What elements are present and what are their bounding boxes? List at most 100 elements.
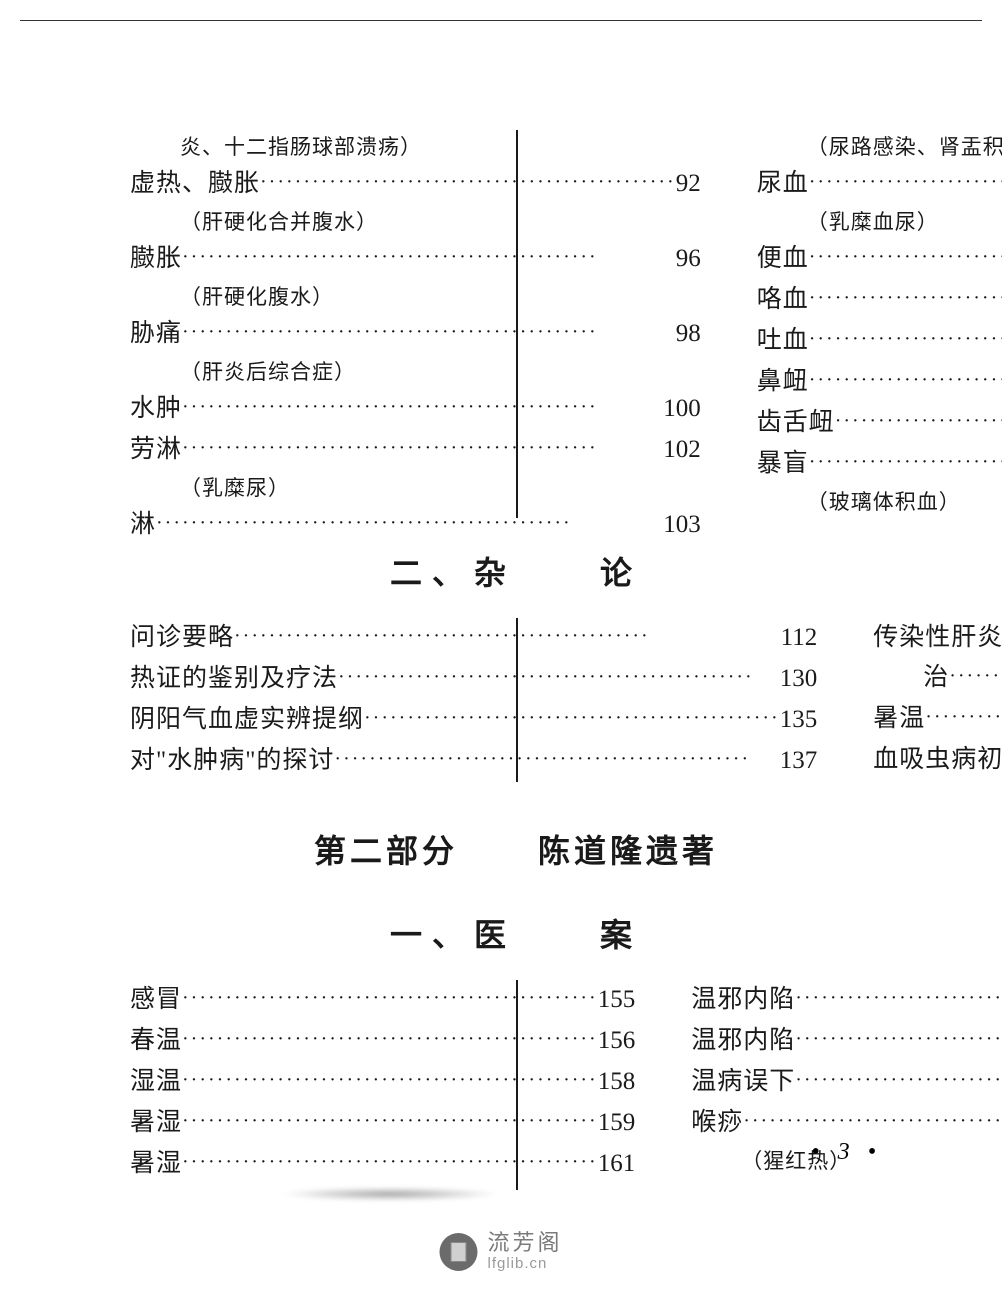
toc-entry: 暴盲110 (757, 444, 1002, 485)
col-left: 感冒155春温156湿温 158 暑湿 159 暑湿 161 (130, 980, 663, 1190)
toc-label: 热证的鉴别及疗法 (130, 659, 338, 699)
toc-label: 吐血 (757, 321, 809, 361)
toc-page: 159 (598, 1103, 636, 1143)
toc-entry: 暑湿 161 (130, 1144, 635, 1185)
page-number-value: 3 (838, 1139, 856, 1165)
toc-dots (809, 162, 1002, 202)
toc-label: 治 (923, 658, 949, 698)
watermark-icon (439, 1233, 477, 1271)
toc-block-1: 炎、十二指肠球部溃疡）虚热、臌胀92（肝硬化合并腹水）臌胀96（肝硬化腹水）胁痛… (130, 130, 902, 518)
toc-label: 温邪内陷 (691, 980, 795, 1020)
toc-dots (182, 1019, 598, 1059)
scan-artifact (280, 1187, 500, 1201)
toc-note: （乳糜血尿） (757, 205, 1002, 239)
toc-note: （肝硬化腹水） (130, 280, 701, 314)
toc-page: 102 (663, 430, 701, 470)
toc-dots (182, 1142, 598, 1182)
toc-dots (809, 319, 1002, 359)
toc-page: 155 (598, 980, 636, 1020)
toc-dots (334, 739, 779, 779)
page-number: • 3 • (811, 1139, 882, 1166)
toc-label: 齿舌衄 (757, 403, 835, 443)
part-title-a: 第二部分 (314, 833, 458, 869)
toc-label: 尿血 (757, 164, 809, 204)
toc-page: 98 (676, 314, 701, 354)
part-title-b: 陈道隆遗著 (538, 833, 718, 869)
toc-dots (795, 978, 1002, 1018)
toc-dots (182, 387, 663, 427)
toc-entry: 治139 (873, 658, 1002, 699)
toc-block-2: 问诊要略 112 热证的鉴别及疗法 130 阴阳气血虚实辨提纲 135对"水肿病"的探讨1… (130, 618, 902, 782)
toc-dots (260, 162, 676, 202)
toc-note: （肝炎后综合症） (130, 355, 701, 389)
toc-entry: 感冒155 (130, 980, 635, 1021)
toc-label: 胁痛 (130, 314, 182, 354)
toc-label: 传染性肝炎的辨证论 (873, 618, 1002, 658)
toc-page: 103 (663, 505, 701, 545)
toc-label: 湿温 (130, 1062, 182, 1102)
toc-dots (809, 278, 1002, 318)
watermark: 流芳阁 lfglib.cn (439, 1231, 562, 1272)
toc-entry: 便血106 (757, 239, 1002, 280)
toc-entry: 热证的鉴别及疗法 130 (130, 659, 817, 700)
toc-dots (949, 656, 1002, 696)
section-title-2: 二、杂 论 (130, 548, 902, 594)
toc-dots (809, 237, 1002, 277)
toc-page: 92 (676, 164, 701, 204)
toc-dots (338, 657, 780, 697)
toc-entry: 血吸虫病初探152 (873, 740, 1002, 781)
toc-entry: 春温156 (130, 1021, 635, 1062)
toc-entry: 尿血104 (757, 164, 1002, 205)
toc-dots (182, 1101, 598, 1141)
toc-label: 淋 (130, 505, 156, 545)
toc-entry: 暑湿 159 (130, 1103, 635, 1144)
toc-label: 暑湿 (130, 1103, 182, 1143)
toc-label: 便血 (757, 239, 809, 279)
toc-entry: 咯血107 (757, 280, 1002, 321)
toc-dots (364, 698, 780, 738)
toc-label: 问诊要略 (130, 618, 234, 658)
toc-entry: 传染性肝炎的辨证论 (873, 618, 1002, 658)
col-right: 传染性肝炎的辨证论治139暑温142血吸虫病初探152 (845, 618, 1002, 782)
toc-dots (182, 978, 598, 1018)
toc-page: 112 (781, 618, 818, 658)
toc-label: 暑湿 (130, 1144, 182, 1184)
toc-entry: 虚热、臌胀92 (130, 164, 701, 205)
toc-dots (743, 1101, 1002, 1141)
toc-note: （玻璃体积血） (757, 485, 1002, 519)
toc-entry: 淋 103 (130, 505, 701, 546)
toc-label: 暴盲 (757, 444, 809, 484)
toc-entry: 湿温 158 (130, 1062, 635, 1103)
toc-dots (182, 312, 676, 352)
book-icon (450, 1242, 466, 1262)
toc-entry: 劳淋 102 (130, 430, 701, 471)
toc-entry: 暑温142 (873, 699, 1002, 740)
toc-block-3: 感冒155春温156湿温158暑湿159暑湿161 温邪内陷163温邪内陷165… (130, 980, 902, 1190)
toc-dots (809, 360, 1002, 400)
toc-label: 对"水肿病"的探讨 (130, 741, 334, 781)
toc-entry: 胁痛 98 (130, 314, 701, 355)
top-rule (20, 20, 982, 21)
toc-page: 130 (780, 659, 818, 699)
toc-label: 温病误下 (691, 1062, 795, 1102)
toc-entry: 问诊要略 112 (130, 618, 817, 659)
toc-content: 炎、十二指肠球部溃疡）虚热、臌胀92（肝硬化合并腹水）臌胀96（肝硬化腹水）胁痛… (130, 130, 902, 1190)
toc-label: 咯血 (757, 280, 809, 320)
toc-entry: 对"水肿病"的探讨137 (130, 741, 817, 782)
toc-entry: 鼻衄109 (757, 362, 1002, 403)
watermark-text: 流芳阁 lfglib.cn (487, 1231, 562, 1272)
toc-note: （尿路感染、肾盂积水） (757, 130, 1002, 164)
toc-dots (156, 503, 663, 543)
watermark-url: lfglib.cn (487, 1256, 562, 1273)
toc-dots (835, 401, 1002, 441)
toc-page: 156 (598, 1021, 636, 1061)
toc-label: 阴阳气血虚实辨提纲 (130, 700, 364, 740)
col-left: 炎、十二指肠球部溃疡）虚热、臌胀92（肝硬化合并腹水）臌胀96（肝硬化腹水）胁痛… (130, 130, 729, 518)
toc-page: 135 (780, 700, 818, 740)
toc-page: 161 (598, 1144, 636, 1184)
toc-page: 158 (598, 1062, 636, 1102)
toc-dots (182, 1060, 598, 1100)
toc-dots (925, 697, 1002, 737)
toc-dots (809, 442, 1002, 482)
toc-label: 劳淋 (130, 430, 182, 470)
